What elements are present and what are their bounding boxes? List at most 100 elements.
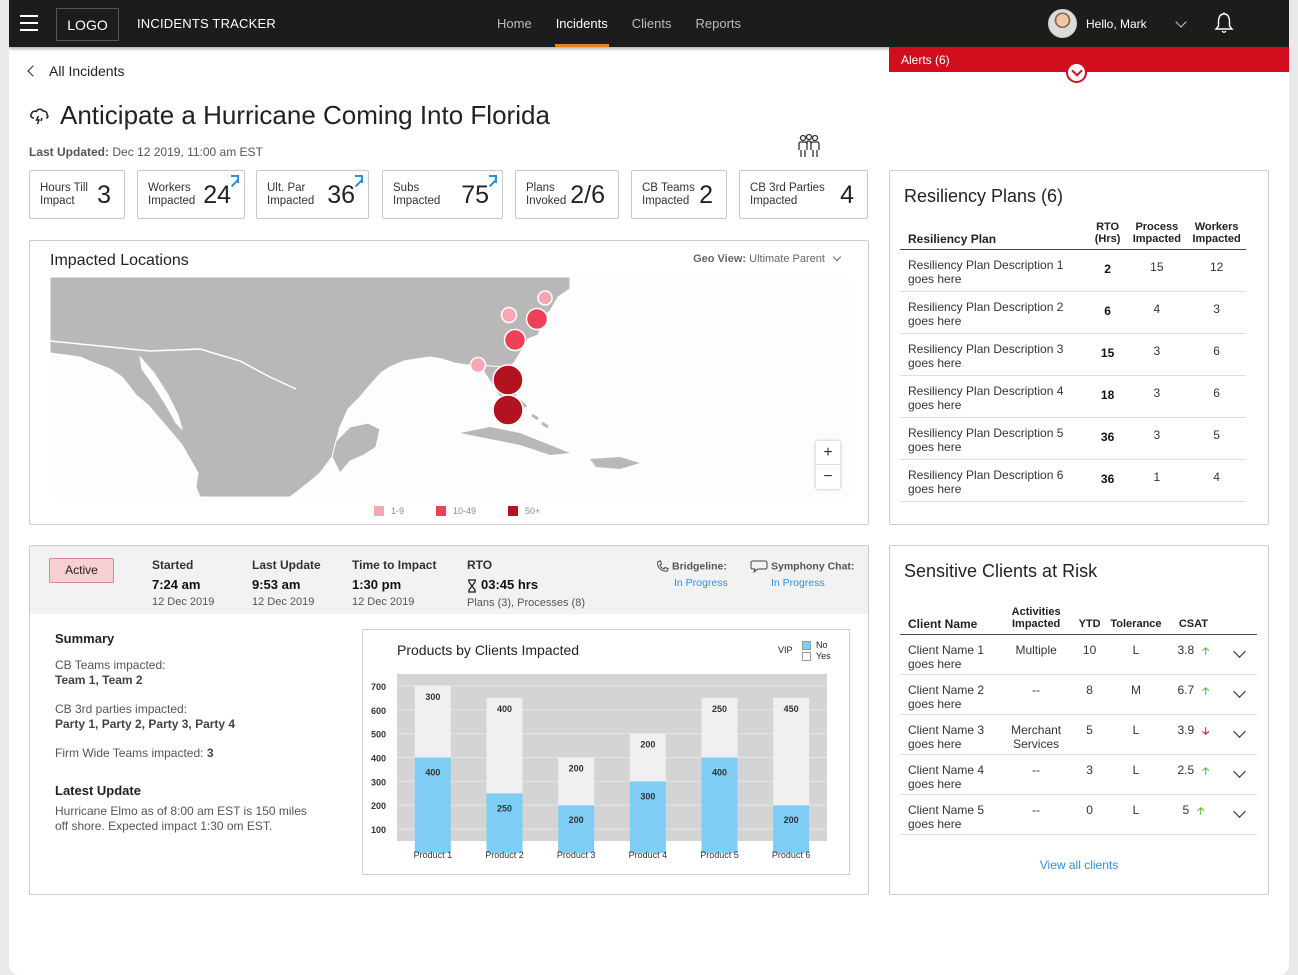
alerts-bar[interactable]: Alerts (6)	[889, 47, 1289, 72]
bell-icon[interactable]	[1214, 12, 1234, 34]
top-navigation-bar: LOGO INCIDENTS TRACKER Home Incidents Clie…	[9, 0, 1289, 47]
summary-heading: Summary	[55, 631, 115, 646]
client-tolerance: M	[1107, 674, 1165, 715]
plan-process-impacted: 3	[1126, 333, 1188, 376]
hamburger-menu-icon[interactable]	[20, 15, 38, 31]
stat-card: Plans Invoked 2/6	[515, 170, 619, 219]
last-updated-value: Dec 12 2019, 11:00 am EST	[112, 145, 263, 159]
clients-table: Client Name Activities Impacted YTD Tole…	[900, 606, 1257, 835]
table-row[interactable]: Client Name 3 goes here Merchant Services…	[900, 714, 1257, 755]
client-activities: --	[1000, 754, 1072, 795]
map-svg[interactable]	[50, 277, 849, 497]
table-row[interactable]: Client Name 5 goes here -- 0 L 5 🡡	[900, 794, 1257, 835]
row-expand[interactable]	[1222, 674, 1257, 715]
stat-card[interactable]: Workers Impacted 24	[137, 170, 245, 219]
table-header-row: Client Name Activities Impacted YTD Tole…	[900, 606, 1257, 635]
plan-description: Resiliency Plan Description 1 goes here	[900, 249, 1089, 292]
table-row[interactable]: Resiliency Plan Description 1 goes here 2…	[900, 249, 1246, 292]
nav-reports[interactable]: Reports	[695, 16, 742, 31]
page: LOGO INCIDENTS TRACKER Home Incidents Clie…	[9, 0, 1289, 975]
avatar[interactable]	[1048, 9, 1077, 38]
col-process-impacted: Process Impacted	[1126, 221, 1188, 250]
plan-process-impacted: 15	[1126, 249, 1188, 292]
symphony-chat-status-link[interactable]: In Progress	[771, 577, 825, 589]
back-link-label[interactable]: All Incidents	[49, 63, 125, 79]
chevron-down-icon[interactable]	[1233, 805, 1247, 818]
location-marker	[525, 307, 549, 331]
row-expand[interactable]	[1222, 754, 1257, 795]
zoom-control: + −	[816, 441, 840, 489]
summary-parties: CB 3rd parties impacted: Party 1, Party 2…	[55, 702, 236, 731]
stat-value: 36	[327, 181, 355, 209]
chevron-down-icon[interactable]	[1233, 645, 1247, 658]
table-row[interactable]: Client Name 1 goes here Multiple 10 L 3.8 🡡	[900, 634, 1257, 675]
chevron-down-icon[interactable]	[1233, 725, 1247, 738]
nav-home[interactable]: Home	[497, 16, 532, 31]
last-update-date: 12 Dec 2019	[252, 596, 315, 608]
zoom-out-button[interactable]: −	[823, 468, 833, 485]
table-row[interactable]: Resiliency Plan Description 2 goes here 6…	[900, 291, 1246, 334]
row-expand[interactable]	[1222, 714, 1257, 755]
y-tick-label: 200	[371, 801, 386, 811]
plan-description: Resiliency Plan Description 4 goes here	[900, 375, 1089, 418]
plan-rto: 15	[1088, 333, 1127, 376]
table-row[interactable]: Resiliency Plan Description 3 goes here 1…	[900, 333, 1246, 376]
table-row[interactable]: Resiliency Plan Description 5 goes here 3…	[900, 417, 1246, 460]
table-row[interactable]: Client Name 2 goes here -- 8 M 6.7 🡡	[900, 674, 1257, 715]
chevron-down-icon[interactable]	[1233, 685, 1247, 698]
col-workers-impacted: Workers Impacted	[1187, 221, 1246, 250]
back-link[interactable]: All Incidents	[27, 63, 125, 79]
chevron-left-icon[interactable]	[27, 65, 39, 77]
plan-process-impacted: 1	[1126, 459, 1188, 502]
data-label: 200	[640, 740, 655, 750]
plan-description: Resiliency Plan Description 5 goes here	[900, 417, 1089, 460]
table-row[interactable]: Client Name 4 goes here -- 3 L 2.5 🡡	[900, 754, 1257, 795]
chevron-down-icon[interactable]	[1233, 765, 1247, 778]
plan-rto: 2	[1088, 249, 1127, 292]
storm-cloud-icon	[30, 108, 49, 125]
products-chart-panel: Products by Clients Impacted VIP No Yes …	[362, 629, 850, 875]
location-marker	[537, 290, 553, 306]
app-title: INCIDENTS TRACKER	[137, 16, 276, 31]
started-date: 12 Dec 2019	[152, 596, 215, 608]
started-time: 7:24 am	[152, 577, 201, 592]
user-greeting[interactable]: Hello, Mark	[1086, 16, 1147, 31]
table-row[interactable]: Resiliency Plan Description 6 goes here 3…	[900, 459, 1246, 502]
bar-yes	[486, 793, 523, 853]
col-rto: RTO (Hrs)	[1088, 221, 1127, 250]
client-name: Client Name 5 goes here	[900, 794, 1001, 835]
view-all-clients-link[interactable]: View all clients	[1039, 858, 1119, 872]
incident-status-bar: Active Started 7:24 am 12 Dec 2019 Last …	[30, 546, 868, 614]
nav-clients[interactable]: Clients	[631, 16, 672, 31]
logo[interactable]: LOGO	[56, 8, 119, 41]
resiliency-plans-panel: Resiliency Plans (6) Resiliency Plan RTO…	[889, 170, 1269, 525]
stat-card[interactable]: Ult. Par Impacted 36	[256, 170, 369, 219]
alerts-expand-icon[interactable]	[1066, 62, 1087, 83]
chevron-down-icon[interactable]	[832, 252, 842, 262]
row-expand[interactable]	[1222, 794, 1257, 835]
row-expand[interactable]	[1222, 634, 1257, 675]
nav-incidents[interactable]: Incidents	[554, 0, 609, 47]
geo-view-value[interactable]: Ultimate Parent	[749, 253, 825, 265]
bridgeline-status-link[interactable]: In Progress	[674, 577, 728, 589]
stat-card[interactable]: Subs Impacted 75	[382, 170, 503, 219]
table-row[interactable]: Resiliency Plan Description 4 goes here 1…	[900, 375, 1246, 418]
external-link-icon[interactable]	[355, 175, 363, 183]
zoom-in-button[interactable]: +	[816, 441, 840, 465]
stat-value: 2/6	[570, 181, 605, 209]
symphony-chat-label: Symphony Chat:	[771, 560, 855, 573]
data-label: 250	[497, 803, 512, 813]
user-menu[interactable]: Hello, Mark	[1048, 9, 1187, 38]
map-canvas[interactable]	[50, 277, 849, 497]
external-link-icon[interactable]	[489, 175, 497, 183]
y-tick-label: 100	[371, 825, 386, 835]
stat-label: CB 3rd Parties Impacted	[750, 181, 825, 207]
chevron-down-icon[interactable]	[1175, 15, 1187, 28]
people-group-icon[interactable]	[796, 133, 822, 159]
external-link-icon[interactable]	[231, 175, 239, 183]
geo-view-dropdown[interactable]: Geo View: Ultimate Parent	[693, 252, 842, 265]
y-tick-label: 500	[371, 730, 386, 740]
main-nav: Home Incidents Clients Reports	[497, 0, 765, 47]
client-tolerance: L	[1107, 754, 1165, 795]
stat-label: Workers Impacted	[148, 181, 196, 207]
